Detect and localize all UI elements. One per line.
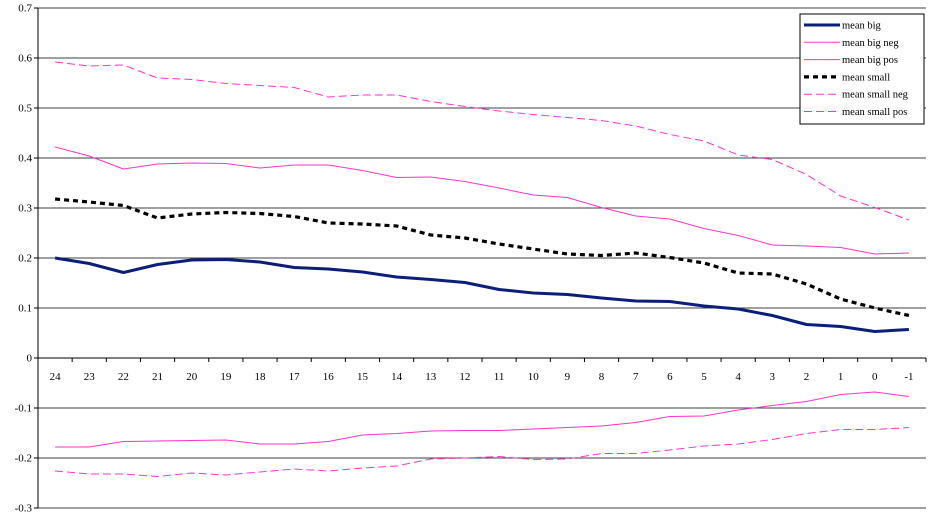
x-tick-label: 22: [118, 371, 129, 383]
x-tick-label: 21: [152, 371, 163, 383]
series-line-mean-big-neg: [55, 391, 909, 448]
y-axis-ticks: -0.3 -0.2 -0.1 0 0.1 0.2 0.3 0.4 0.5 0.6 0.7: [15, 3, 38, 515]
y-tick-label: -0.3: [15, 503, 33, 515]
series-line-mean-small-pos: [55, 61, 910, 221]
legend-label: mean small neg: [842, 90, 909, 101]
series-line-mean-big-pos: [54, 146, 909, 255]
x-tick-label: 4: [735, 371, 741, 383]
x-tick-label: 14: [391, 371, 403, 383]
x-tick-label: 24: [50, 371, 62, 383]
y-tick-label: 0.7: [18, 3, 32, 15]
y-tick-label: 0: [27, 353, 33, 365]
x-tick-label: 12: [459, 371, 470, 383]
x-tick-label: 23: [84, 371, 96, 383]
x-tick-label: 15: [357, 371, 369, 383]
series-line-mean-small-neg: [55, 427, 909, 477]
series-lines: [54, 61, 910, 477]
x-tick-label: 0: [872, 371, 878, 383]
y-tick-label: 0.2: [18, 253, 32, 265]
legend-label: mean big neg: [842, 38, 899, 49]
x-tick-label: 7: [633, 371, 639, 383]
x-tick-label: 16: [323, 371, 335, 383]
y-tick-label: 0.4: [18, 153, 32, 165]
legend-box: [799, 13, 925, 125]
legend-label: mean big: [842, 21, 882, 32]
legend: mean big mean big neg mean big pos mean sma…: [799, 13, 925, 125]
legend-label: mean small pos: [842, 107, 907, 118]
series-line-mean-big: [54, 256, 909, 333]
y-tick-label: 0.5: [18, 103, 32, 115]
x-tick-label: 20: [186, 371, 198, 383]
y-tick-label: 0.3: [18, 203, 32, 215]
x-tick-label: 13: [425, 371, 437, 383]
y-tick-label: 0.1: [18, 303, 32, 315]
y-tick-label: 0.6: [18, 53, 32, 65]
x-tick-label: 5: [701, 371, 707, 383]
legend-label: mean small: [842, 72, 890, 83]
x-tick-label: 18: [255, 371, 267, 383]
x-tick-label: 9: [565, 371, 571, 383]
x-tick-label: 19: [220, 371, 232, 383]
y-tick-label: -0.1: [15, 403, 32, 415]
y-tick-label: -0.2: [15, 453, 32, 465]
x-tick-label: 2: [804, 371, 810, 383]
x-tick-label: 10: [528, 371, 540, 383]
x-tick-label: 1: [838, 371, 844, 383]
legend-label: mean big pos: [842, 55, 898, 66]
x-tick-label: 17: [289, 371, 301, 383]
x-tick-label: 3: [770, 371, 776, 383]
x-tick-label: 8: [599, 371, 605, 383]
x-axis-ticks: 24 23 22 21 20 19 18 17 16 15 14 13 12 11 10 9 8 7 6 5 4 3 2 1 0…: [37, 358, 927, 383]
gridlines: [38, 7, 926, 509]
x-tick-label: 6: [667, 371, 673, 383]
x-tick-label: 11: [494, 371, 505, 383]
x-tick-label: -1: [904, 371, 913, 383]
series-line-mean-small: [54, 197, 910, 318]
